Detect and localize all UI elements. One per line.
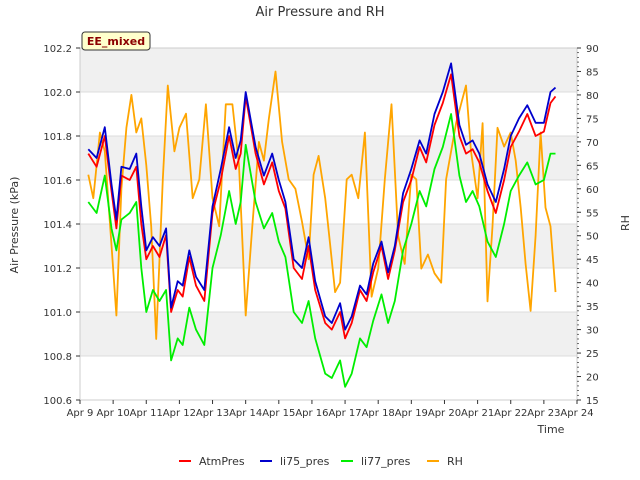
y-tick-label: 100.6: [43, 396, 72, 407]
x-tick-label: Apr 15: [262, 408, 295, 419]
x-axis-label: Time: [537, 423, 565, 436]
y-tick-label: 101.6: [43, 176, 72, 187]
x-tick-label: Apr 24: [560, 408, 593, 419]
chart-title: Air Pressure and RH: [255, 5, 384, 20]
x-tick-label: Apr 17: [328, 408, 361, 419]
series-line-li77-pres: [87, 113, 556, 388]
site-badge-box: [81, 31, 151, 51]
y2-tick-label: 30: [586, 326, 599, 337]
y2-axis-ticks: 15 20 25 30 35 40 45 50 55 60 65 70 75 80 85 90: [577, 44, 599, 407]
y-tick-label: 102.0: [43, 88, 72, 99]
legend-label-li75-pres: li75_pres: [280, 455, 330, 468]
legend-label-atmpres: AtmPres: [199, 455, 245, 468]
site-badge: EE_mixed: [81, 31, 151, 51]
series-line-li75-pres: [87, 62, 557, 331]
y2-tick-label: 50: [586, 232, 599, 243]
x-tick-label: Apr 10: [97, 408, 130, 419]
y2-tick-label: 15: [586, 396, 599, 407]
x-axis-ticks: Apr 9 Apr 10 Apr 11 Apr 12 Apr 13 Apr 14 Apr 1…: [67, 400, 594, 419]
y2-tick-label: 60: [586, 185, 599, 196]
x-tick-label: Apr 12: [163, 408, 196, 419]
series-line-rh: [87, 70, 557, 340]
x-tick-label: Apr 20: [428, 408, 461, 419]
x-tick-label: Apr 23: [527, 408, 560, 419]
plot-bands: [80, 48, 577, 356]
plot-band: [80, 48, 577, 92]
x-tick-label: Apr 19: [395, 408, 428, 419]
series-line-atmpres: [87, 73, 557, 340]
legend-label-rh: RH: [447, 455, 463, 468]
y2-tick-label: 45: [586, 255, 599, 266]
y-tick-label: 101.0: [43, 308, 72, 319]
legend-label-li77-pres: li77_pres: [361, 455, 411, 468]
y2-tick-label: 80: [586, 91, 599, 102]
y2-tick-label: 75: [586, 114, 599, 125]
y-tick-label: 100.8: [43, 352, 72, 363]
y2-tick-label: 25: [586, 349, 599, 360]
y-tick-label: 101.8: [43, 132, 72, 143]
x-tick-label: Apr 14: [229, 408, 262, 419]
y2-tick-label: 35: [586, 302, 599, 313]
y2-tick-label: 85: [586, 67, 599, 78]
chart-legend: AtmPres li75_pres li77_pres RH: [179, 455, 463, 468]
series-lines: [87, 62, 557, 388]
y-tick-label: 102.2: [43, 44, 72, 55]
x-tick-label: Apr 22: [494, 408, 527, 419]
site-badge-label: EE_mixed: [87, 35, 145, 48]
y2-tick-label: 40: [586, 279, 599, 290]
y-tick-label: 101.4: [43, 220, 72, 231]
y-tick-label: 101.2: [43, 264, 72, 275]
x-tick-label: Apr 11: [130, 408, 163, 419]
y-axis-label: Air Pressure (kPa): [8, 177, 21, 274]
y2-tick-label: 65: [586, 161, 599, 172]
x-tick-label: Apr 21: [461, 408, 494, 419]
y-axis-ticks: 100.6 100.8 101.0 101.2 101.4 101.6 101.8 102.0…: [43, 44, 80, 407]
x-tick-label: Apr 18: [362, 408, 395, 419]
x-tick-label: Apr 16: [295, 408, 328, 419]
x-tick-label: Apr 9: [67, 408, 94, 419]
x-tick-label: Apr 13: [196, 408, 229, 419]
y2-tick-label: 20: [586, 373, 599, 384]
y2-tick-label: 90: [586, 44, 599, 55]
y2-tick-label: 70: [586, 138, 599, 149]
y2-axis-label: RH: [619, 215, 632, 231]
y2-tick-label: 55: [586, 208, 599, 219]
